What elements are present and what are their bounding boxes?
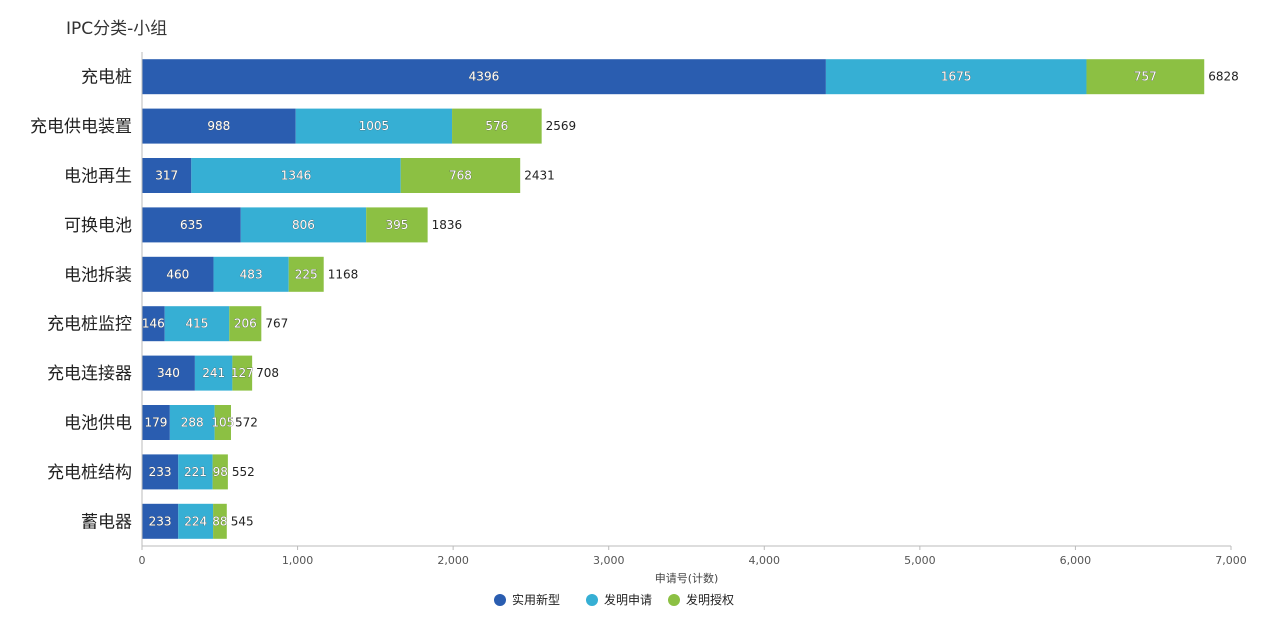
category-label: 电池供电: [64, 414, 132, 434]
data-label: 206: [234, 317, 257, 331]
data-label: 98: [213, 465, 228, 479]
x-tick-label: 1,000: [282, 554, 314, 567]
data-label: 179: [144, 416, 167, 430]
total-label: 2431: [524, 169, 555, 183]
data-label: 288: [181, 416, 204, 430]
data-label: 233: [149, 465, 172, 479]
data-label: 1346: [281, 169, 312, 183]
data-label: 4396: [469, 70, 500, 84]
data-label: 146: [142, 317, 165, 331]
data-label: 224: [184, 514, 207, 528]
data-label: 395: [385, 218, 408, 232]
data-label: 340: [157, 366, 180, 380]
category-label: 电池再生: [64, 167, 132, 187]
total-label: 545: [231, 514, 254, 528]
bars-group: [142, 59, 1204, 539]
x-axis-ticks-group: 0 1,000 2,000 3,000 4,000 5,000 6,000 7,000: [139, 546, 1247, 567]
category-label: 可换电池: [64, 216, 132, 236]
category-label: 充电供电装置: [30, 117, 132, 137]
data-label: 988: [207, 119, 230, 133]
total-label: 6828: [1208, 70, 1239, 84]
x-tick-label: 7,000: [1215, 554, 1247, 567]
data-label: 233: [149, 514, 172, 528]
total-label: 552: [232, 465, 255, 479]
x-tick-label: 6,000: [1060, 554, 1092, 567]
data-label: 1675: [941, 70, 972, 84]
legend-marker: [586, 594, 598, 606]
data-label: 317: [155, 169, 178, 183]
data-label: 105: [211, 416, 234, 430]
x-tick-label: 5,000: [904, 554, 936, 567]
x-tick-label: 3,000: [593, 554, 625, 567]
category-label: 蓄电器: [81, 512, 132, 532]
category-label: 充电桩结构: [47, 463, 132, 483]
total-label: 2569: [546, 119, 577, 133]
category-label: 充电桩监控: [47, 315, 132, 335]
category-label: 电池拆装: [64, 265, 132, 285]
data-label: 576: [485, 119, 508, 133]
data-label: 415: [186, 317, 209, 331]
data-label: 127: [231, 366, 254, 380]
total-label: 572: [235, 416, 258, 430]
data-label: 460: [166, 267, 189, 281]
legend-entry: 实用新型: [512, 592, 560, 607]
total-label: 767: [265, 317, 288, 331]
category-label: 充电连接器: [47, 364, 132, 384]
category-labels-group: 充电桩充电供电装置电池再生可换电池电池拆装充电桩监控充电连接器电池供电充电桩结构…: [30, 68, 132, 533]
legend-entry: 发明申请: [604, 592, 652, 607]
data-label: 768: [449, 169, 472, 183]
legend-entry: 发明授权: [686, 592, 734, 607]
data-label: 221: [184, 465, 207, 479]
x-tick-label: 4,000: [749, 554, 781, 567]
x-tick-label: 2,000: [437, 554, 469, 567]
total-label: 708: [256, 366, 279, 380]
legend[interactable]: 实用新型 发明申请 发明授权: [494, 592, 734, 607]
category-label: 充电桩: [81, 68, 132, 88]
total-label: 1836: [432, 218, 463, 232]
data-label: 806: [292, 218, 315, 232]
x-axis-title: 申请号(计数): [655, 572, 719, 585]
data-label: 225: [295, 267, 318, 281]
legend-marker: [668, 594, 680, 606]
legend-marker: [494, 594, 506, 606]
x-tick-label: 0: [139, 554, 146, 567]
data-label: 635: [180, 218, 203, 232]
data-label: 757: [1134, 70, 1157, 84]
total-label: 1168: [328, 267, 359, 281]
data-label: 483: [240, 267, 263, 281]
data-label: 1005: [359, 119, 390, 133]
data-label: 88: [212, 514, 227, 528]
data-label: 241: [202, 366, 225, 380]
